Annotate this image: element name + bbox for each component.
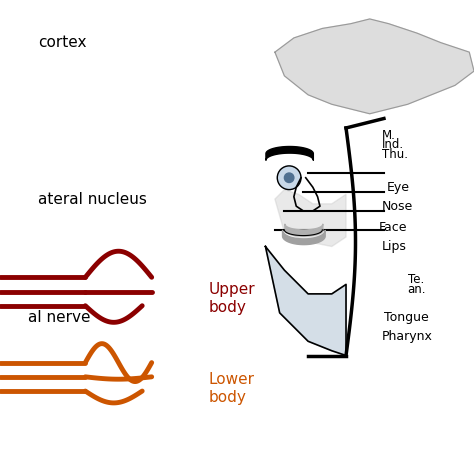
- Text: cortex: cortex: [38, 35, 86, 50]
- Text: al nerve: al nerve: [28, 310, 91, 325]
- Text: Nose: Nose: [382, 200, 413, 213]
- Circle shape: [277, 166, 301, 190]
- Text: Lips: Lips: [382, 240, 406, 253]
- Text: Tongue: Tongue: [384, 311, 428, 324]
- Text: Eye: Eye: [386, 181, 410, 194]
- Text: Thu.: Thu.: [382, 147, 408, 161]
- Text: Te.: Te.: [408, 273, 424, 286]
- Circle shape: [284, 173, 294, 182]
- Text: M.: M.: [382, 128, 395, 142]
- Polygon shape: [275, 190, 346, 246]
- Text: Upper
body: Upper body: [209, 283, 255, 315]
- Text: an.: an.: [408, 283, 426, 296]
- Text: Lower
body: Lower body: [209, 373, 255, 405]
- Text: Pharynx: Pharynx: [382, 330, 432, 343]
- Text: ateral nucleus: ateral nucleus: [38, 191, 147, 207]
- Polygon shape: [275, 19, 474, 114]
- Text: Face: Face: [379, 221, 408, 234]
- Text: Ind.: Ind.: [382, 138, 404, 151]
- Polygon shape: [265, 246, 346, 356]
